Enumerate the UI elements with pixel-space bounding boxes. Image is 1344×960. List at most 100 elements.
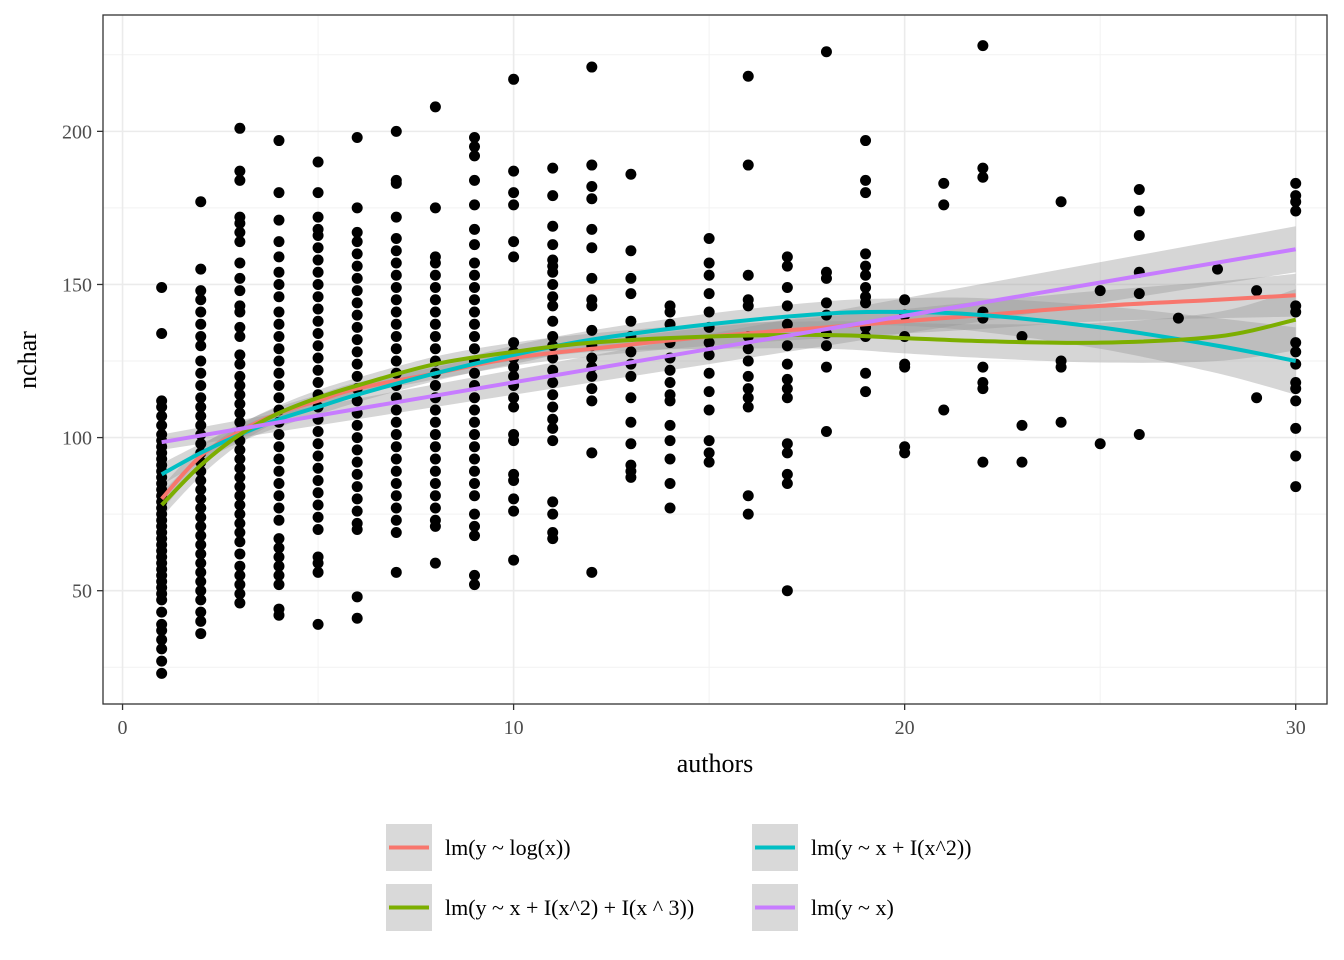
data-point <box>1133 229 1145 241</box>
data-point <box>234 257 246 269</box>
data-point <box>977 171 989 183</box>
data-point <box>547 364 559 376</box>
data-point <box>703 306 715 318</box>
data-point <box>312 566 324 578</box>
data-point <box>742 355 754 367</box>
data-point <box>351 432 363 444</box>
data-point <box>195 410 207 422</box>
data-point <box>860 187 872 199</box>
data-point <box>195 615 207 627</box>
data-point <box>273 278 285 290</box>
x-tick-label: 30 <box>1286 717 1306 739</box>
data-point <box>469 343 481 355</box>
data-point <box>390 269 402 281</box>
data-point <box>469 569 481 581</box>
data-point <box>234 236 246 248</box>
data-point <box>938 177 950 189</box>
data-point <box>195 530 207 542</box>
data-point <box>508 337 520 349</box>
data-point <box>899 447 911 459</box>
data-point <box>508 251 520 263</box>
data-point <box>351 591 363 603</box>
data-point <box>351 456 363 468</box>
data-point <box>820 46 832 58</box>
data-point <box>312 156 324 168</box>
data-point <box>195 419 207 431</box>
data-point <box>195 392 207 404</box>
y-tick-label: 50 <box>72 581 92 603</box>
data-point <box>860 174 872 186</box>
data-point <box>586 395 598 407</box>
data-point <box>742 383 754 395</box>
data-point <box>195 438 207 450</box>
data-point <box>586 352 598 364</box>
data-point <box>390 502 402 514</box>
data-point <box>273 331 285 343</box>
data-point <box>351 419 363 431</box>
data-point <box>469 429 481 441</box>
data-point <box>273 187 285 199</box>
data-point <box>1133 205 1145 217</box>
data-point <box>390 343 402 355</box>
data-point <box>625 272 637 284</box>
data-point <box>586 180 598 192</box>
data-point <box>234 407 246 419</box>
data-point <box>234 174 246 186</box>
data-point <box>977 162 989 174</box>
data-point <box>273 251 285 263</box>
data-point <box>234 272 246 284</box>
data-point <box>547 190 559 202</box>
data-point <box>781 585 793 597</box>
data-point <box>390 318 402 330</box>
data-point <box>156 401 168 413</box>
data-point <box>273 441 285 453</box>
y-tick-label: 200 <box>62 121 92 143</box>
data-point <box>508 187 520 199</box>
data-point <box>234 536 246 548</box>
data-point <box>664 395 676 407</box>
data-point <box>390 355 402 367</box>
data-point <box>469 269 481 281</box>
fit-line <box>160 317 1297 507</box>
fit-line <box>160 309 1297 477</box>
data-point <box>234 579 246 591</box>
data-point <box>469 416 481 428</box>
data-point <box>312 278 324 290</box>
data-point <box>429 441 441 453</box>
data-point <box>312 499 324 511</box>
data-point <box>273 533 285 545</box>
data-point <box>429 429 441 441</box>
data-point <box>1290 383 1302 395</box>
data-point <box>234 481 246 493</box>
legend-label: lm(y ~ x) <box>811 895 894 920</box>
x-axis-title: authors <box>677 749 754 778</box>
data-point <box>860 260 872 272</box>
data-point <box>820 361 832 373</box>
data-point <box>195 606 207 618</box>
data-point <box>547 291 559 303</box>
data-point <box>312 266 324 278</box>
data-point <box>390 257 402 269</box>
data-point <box>312 450 324 462</box>
data-point <box>1290 205 1302 217</box>
data-point <box>860 248 872 260</box>
data-point <box>469 520 481 532</box>
data-point <box>547 508 559 520</box>
data-point <box>860 367 872 379</box>
data-point <box>156 643 168 655</box>
data-point <box>469 331 481 343</box>
axis-ticks <box>97 130 1297 710</box>
data-point <box>625 315 637 327</box>
data-point <box>273 392 285 404</box>
data-point <box>195 539 207 551</box>
data-point <box>547 413 559 425</box>
data-point <box>547 239 559 251</box>
data-point <box>547 422 559 434</box>
data-point <box>195 401 207 413</box>
data-point <box>234 165 246 177</box>
data-point <box>781 340 793 352</box>
data-point <box>469 367 481 379</box>
data-point <box>195 576 207 588</box>
data-point <box>156 282 168 294</box>
